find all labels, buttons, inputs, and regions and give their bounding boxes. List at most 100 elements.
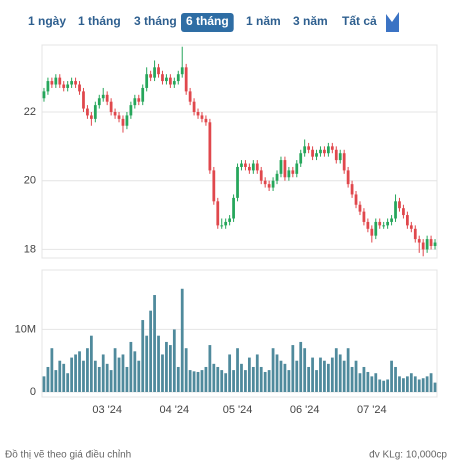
candle-body — [89, 115, 93, 119]
candle-body — [342, 153, 346, 171]
volume-bar — [394, 366, 397, 392]
candle-body — [386, 221, 390, 226]
candle-body — [279, 160, 283, 174]
chart-type-icon[interactable] — [386, 12, 399, 32]
volume-bar — [346, 348, 350, 392]
candle-body — [267, 184, 271, 188]
volume-bar — [196, 371, 200, 392]
candle-body — [370, 228, 374, 236]
candle-body — [196, 111, 200, 116]
candle-body — [326, 146, 330, 154]
footer-unit: đv KLg: 10,000cp — [369, 450, 447, 461]
volume-bar — [125, 366, 129, 392]
candle-body — [323, 149, 326, 154]
range-tab[interactable]: 1 ngày — [28, 14, 66, 28]
candle-body — [192, 101, 196, 112]
candle-body — [315, 153, 318, 157]
volume-bar — [176, 366, 180, 392]
candle-body — [172, 81, 176, 85]
candle-body — [374, 221, 378, 236]
candle-body — [299, 153, 303, 164]
candle-body — [113, 111, 117, 116]
volume-bar — [157, 335, 160, 392]
candle-body — [58, 77, 62, 85]
volume-bar — [247, 357, 251, 392]
volume-bar — [271, 348, 275, 392]
candle-body — [78, 84, 81, 92]
volume-panel — [41, 269, 438, 398]
volume-bar — [263, 371, 267, 392]
candle-body — [232, 197, 235, 219]
candle-body — [137, 98, 141, 102]
candle-body — [394, 201, 397, 219]
volume-bar — [366, 371, 370, 392]
volume-bar — [101, 354, 105, 392]
volume-bar — [74, 354, 77, 392]
volume-bar — [409, 373, 413, 392]
x-tick-label: 05 '24 — [223, 404, 253, 416]
range-tab[interactable]: Tất cả — [342, 14, 377, 28]
volume-bar — [224, 373, 228, 392]
range-tab[interactable]: 3 tháng — [134, 14, 177, 28]
candle-body — [165, 77, 168, 82]
candle-body — [382, 225, 386, 227]
candle-body — [82, 91, 85, 109]
candle-body — [334, 149, 338, 161]
candle-body — [271, 180, 275, 188]
candle-body — [125, 115, 129, 126]
volume-bar — [208, 345, 212, 392]
candle-body — [413, 228, 417, 240]
volume-bar — [82, 360, 85, 392]
volume-bar — [259, 366, 263, 392]
volume-bar — [299, 341, 303, 392]
volume-bar — [358, 373, 362, 392]
volume-bar — [390, 360, 393, 392]
price-panel — [41, 44, 438, 259]
candle-body — [145, 74, 149, 88]
chart-icon[interactable] — [386, 12, 399, 32]
candle-body — [50, 81, 54, 85]
candle-body — [176, 74, 180, 82]
candle-body — [93, 105, 97, 119]
candle-body — [311, 149, 314, 157]
candle-body — [251, 163, 255, 171]
candle-body — [157, 67, 160, 75]
candle-body — [390, 218, 393, 222]
volume-bar — [398, 376, 401, 392]
candle-body — [263, 180, 267, 185]
range-tab[interactable]: 3 năm — [293, 14, 328, 28]
candle-body — [216, 201, 220, 226]
volume-bar — [236, 348, 239, 392]
candle-body — [101, 94, 105, 99]
volume-bar — [417, 379, 421, 392]
range-tab[interactable]: 1 tháng — [78, 14, 121, 28]
volume-bar — [204, 366, 208, 392]
footer-note: Đồ thị vẽ theo giá điều chỉnh — [5, 449, 131, 461]
volume-bar — [362, 366, 366, 392]
candle-body — [188, 91, 192, 102]
volume-bar — [402, 378, 405, 392]
candle-body — [319, 149, 322, 154]
candle-body — [46, 81, 50, 92]
candle-body — [141, 87, 145, 102]
volume-bar — [326, 363, 330, 392]
x-tick-label: 04 '24 — [160, 404, 190, 416]
range-tab[interactable]: 6 tháng — [186, 14, 229, 28]
volume-bar — [425, 376, 429, 392]
volume-bar — [323, 360, 326, 392]
volume-bar — [413, 376, 417, 392]
volume-bar — [141, 320, 145, 392]
volume-bar — [251, 366, 255, 392]
candle-body — [149, 74, 153, 78]
candle-body — [129, 105, 133, 116]
candle-body — [307, 146, 311, 150]
y-tick-label: 10M — [15, 323, 36, 335]
volume-bar — [145, 335, 149, 392]
candle-body — [287, 170, 291, 178]
candle-body — [425, 239, 429, 250]
range-tab[interactable]: 1 năm — [246, 14, 281, 28]
volume-bar — [334, 348, 338, 392]
active-tab-bg[interactable] — [181, 13, 234, 32]
candle-body — [184, 67, 188, 92]
